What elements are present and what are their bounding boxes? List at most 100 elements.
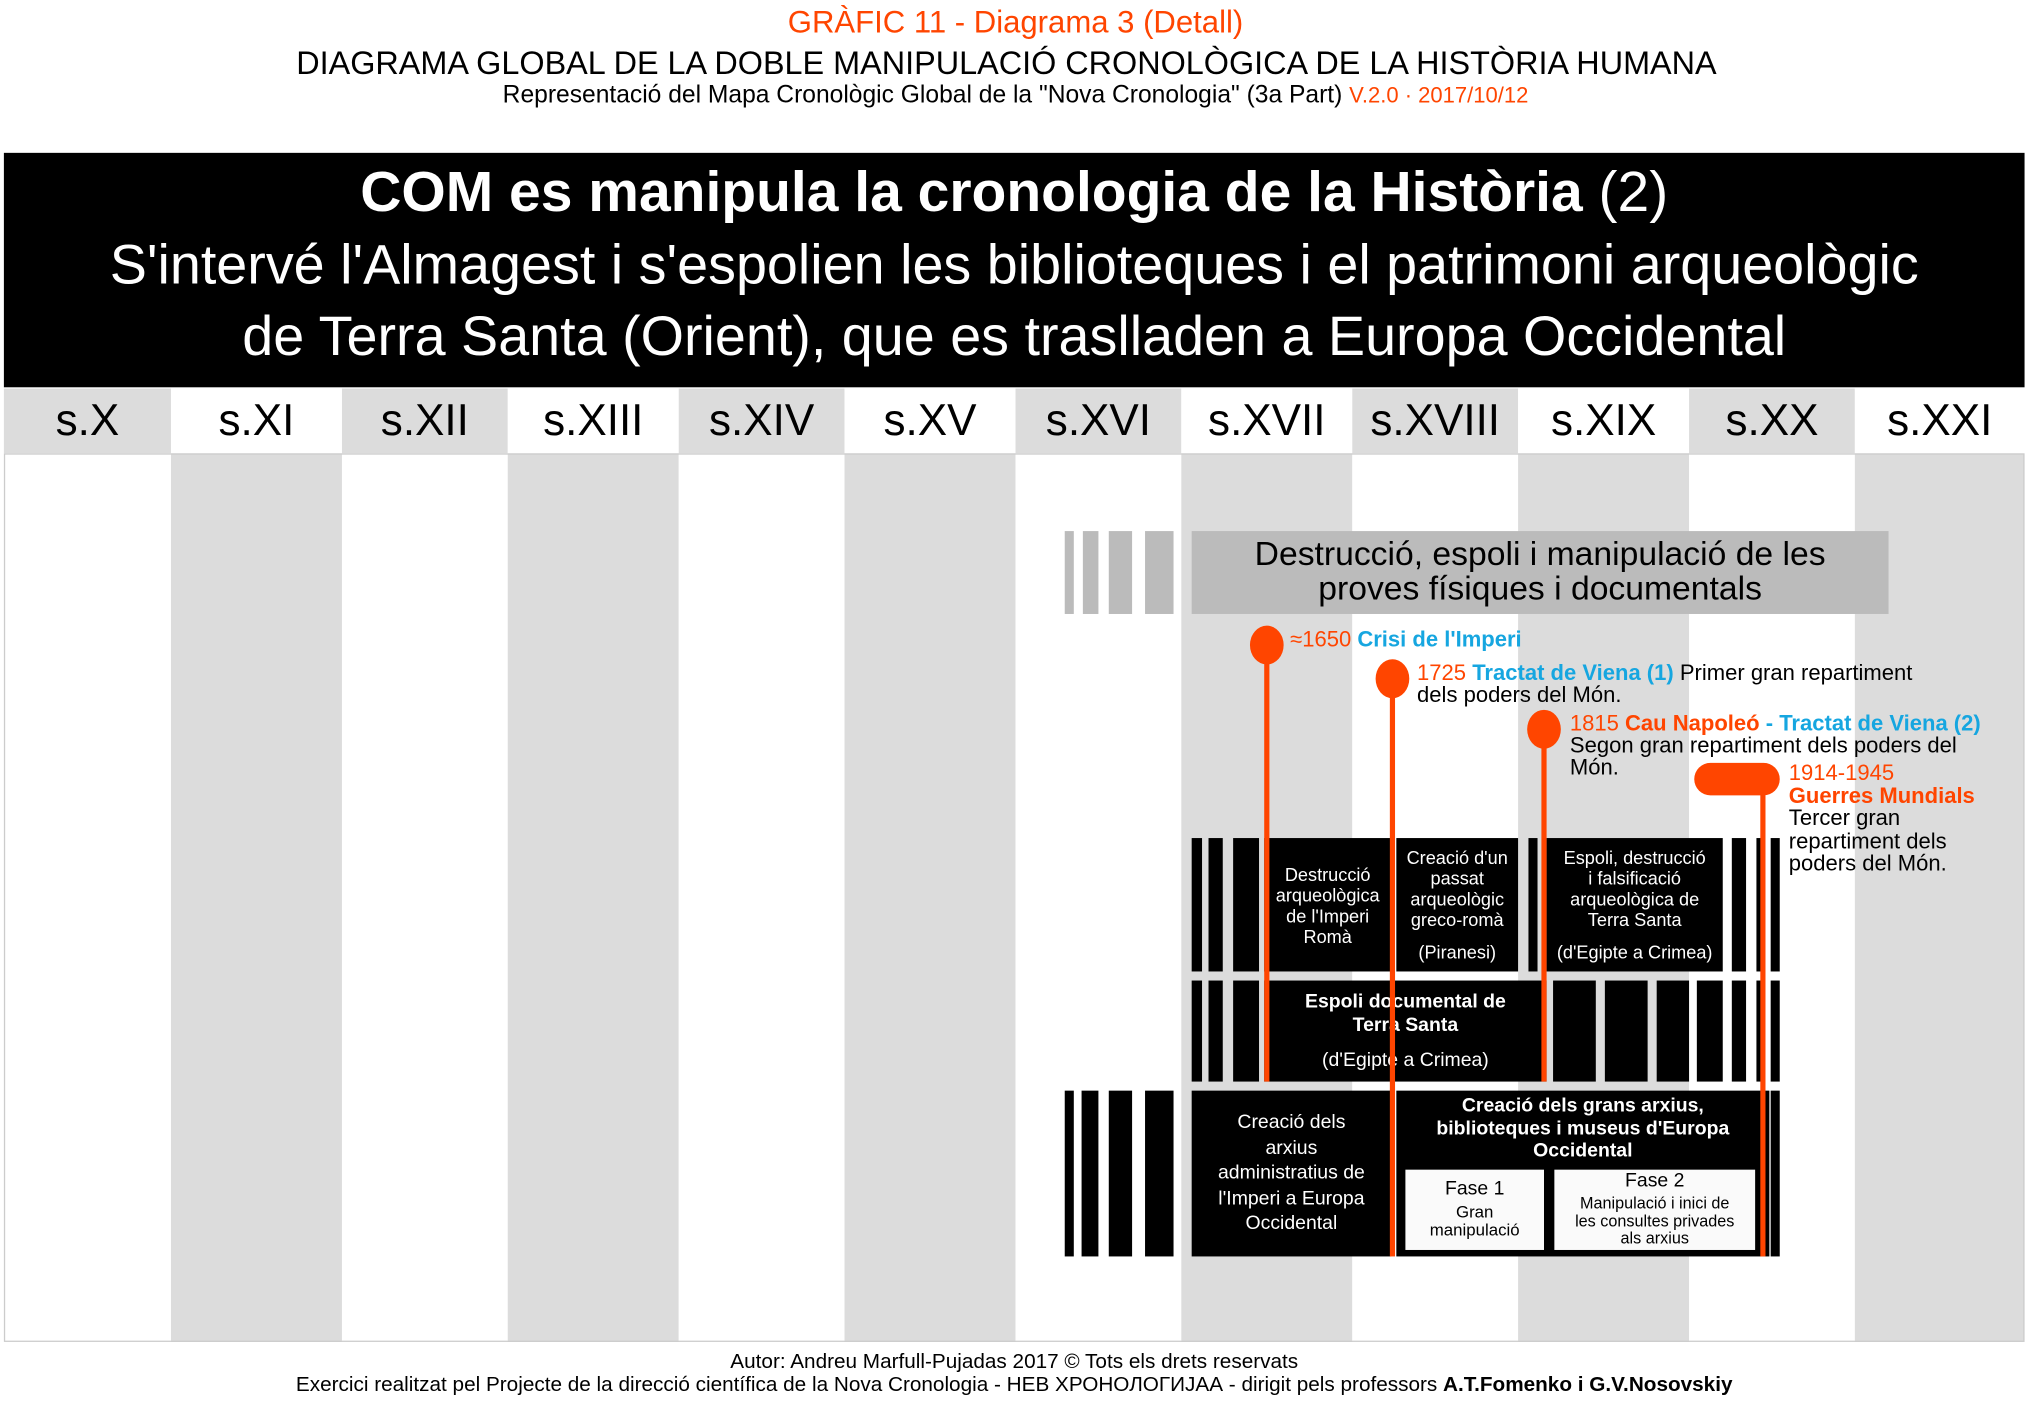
block-destruccio: Destrucció arqueològica de l'Imperi Romà	[1264, 838, 1392, 972]
event-line-1815	[1541, 727, 1547, 1082]
note: (d'Egipte a Crimea)	[1556, 941, 1713, 963]
bar	[1604, 980, 1648, 1082]
event-1650: ≈1650 Crisi de l'Imperi	[1290, 628, 1522, 650]
text: biblioteques i museus d'Europa	[1436, 1117, 1730, 1140]
event-marker-1725	[1375, 659, 1410, 699]
bar	[1528, 838, 1538, 972]
event-line-1725	[1389, 677, 1396, 1257]
bar	[1064, 1090, 1074, 1257]
bar	[1191, 838, 1203, 972]
event-line-1650	[1264, 643, 1270, 1082]
century-header: s.XXI	[1854, 388, 2025, 454]
bar	[1656, 980, 1690, 1082]
footer-author: Autor: Andreu Marfull-Pujadas 2017 © Tot…	[730, 1350, 1299, 1374]
bar	[1108, 1090, 1133, 1257]
event-1725: 1725 Tractat de Viena (1) Primer gran re…	[1417, 662, 1912, 706]
fase-2-box: Fase 2 Manipulació i inici de les consul…	[1554, 1169, 1756, 1250]
text: als arxius	[1620, 1229, 1689, 1248]
graphic-label: GRÀFIC 11 - Diagrama 3 (Detall)	[787, 5, 1244, 41]
century-column	[341, 453, 508, 1342]
century-header: s.XVIII	[1352, 388, 1519, 454]
event-1914-1945: 1914-1945 Guerres Mundials Tercer gran repa…	[1788, 760, 1975, 876]
text: arqueològica	[1275, 884, 1380, 905]
banner: COM es manipula la cronologia de la Hist…	[3, 152, 2025, 388]
event-title: Guerres Mundials	[1788, 783, 1975, 808]
text: Creació dels grans arxius,	[1461, 1094, 1704, 1117]
fase-title: Fase 2	[1625, 1169, 1685, 1192]
banner-number: (2)	[1582, 160, 1669, 225]
text: de l'Imperi	[1286, 904, 1370, 926]
event-marker-1914-1945	[1694, 762, 1780, 796]
subtitle-text: Representació del Mapa Cronològic Global…	[502, 81, 1343, 109]
event-year: 1815	[1569, 711, 1619, 736]
bar	[1731, 980, 1747, 1082]
text: Romà	[1303, 925, 1352, 947]
bar	[1233, 838, 1260, 972]
event-desc: Tercer gran	[1788, 805, 1901, 831]
text: arxius	[1265, 1136, 1318, 1159]
event-desc: Primer gran repartiment	[1679, 660, 1913, 686]
event-desc: dels poders del Món.	[1417, 682, 1622, 708]
block-espoli-documental: Espoli documental de Terra Santa (d'Egipt…	[1264, 980, 1547, 1082]
text: Espoli, destrucció	[1563, 847, 1706, 868]
stripe	[1064, 531, 1074, 614]
bar	[1770, 980, 1780, 1082]
century-header: s.XX	[1689, 388, 1855, 454]
event-title: Crisi de l'Imperi	[1357, 626, 1522, 652]
event-marker-1815	[1527, 709, 1561, 749]
separator: -	[1759, 711, 1780, 736]
diagram-subtitle: Representació del Mapa Cronològic Global…	[0, 82, 2031, 110]
diagram-title: DIAGRAMA GLOBAL DE LA DOBLE MANIPULACIÓ …	[296, 45, 1717, 82]
note: (d'Egipte a Crimea)	[1322, 1048, 1489, 1071]
text: arqueològica de	[1570, 888, 1700, 910]
text: passat	[1430, 867, 1484, 889]
bar	[1770, 1090, 1780, 1257]
text: Destrucció	[1284, 863, 1371, 885]
note: (Piranesi)	[1418, 941, 1497, 963]
credit-text: Exercici realitzat pel Projecte de la di…	[295, 1374, 1444, 1397]
text: Espoli documental de	[1304, 990, 1506, 1013]
bar	[1696, 980, 1723, 1082]
event-year: 1725	[1417, 660, 1467, 686]
event-desc: Món.	[1569, 755, 1619, 780]
century-header: s.XVI	[1015, 388, 1182, 454]
century-header: s.XIV	[678, 388, 845, 454]
bar	[1208, 838, 1223, 972]
text: Creació d'un	[1406, 847, 1508, 868]
century-header: s.XIII	[507, 388, 679, 454]
text: les consultes privades	[1575, 1211, 1735, 1230]
block-creacio-passat: Creació d'un passat arqueològic greco-romà …	[1396, 838, 1519, 972]
event-year: 1914-1945	[1788, 760, 1895, 785]
fase-title: Fase 1	[1444, 1177, 1505, 1200]
event-title: Tractat de Viena (2)	[1779, 711, 1981, 736]
banner-line-2: S'intervé l'Almagest i s'espolien les bi…	[109, 234, 1919, 297]
bar	[1731, 838, 1747, 972]
box-line-1: Destrucció, espoli i manipulació de les	[1254, 533, 1826, 573]
banner-title: COM es manipula la cronologia de la Hist…	[360, 160, 1583, 225]
text: Occidental	[1245, 1212, 1338, 1235]
century-header: s.XIX	[1518, 388, 1690, 454]
bar	[1233, 980, 1260, 1082]
bar	[1756, 980, 1762, 1082]
bar	[1756, 838, 1762, 972]
banner-line-3: de Terra Santa (Orient), que es trasllad…	[242, 305, 1787, 368]
version-label: V.2.0 · 2017/10/12	[1349, 82, 1529, 108]
stripe	[1145, 531, 1174, 614]
bar	[1191, 980, 1203, 1082]
fase-1-box: Fase 1 Gran manipulació	[1405, 1169, 1544, 1250]
century-header: s.XII	[341, 388, 508, 454]
century-column	[507, 453, 679, 1342]
century-column	[844, 453, 1016, 1342]
bar	[1770, 838, 1780, 972]
bar	[1145, 1090, 1174, 1257]
event-line-1914	[1760, 777, 1766, 1257]
footer-credit: Exercici realitzat pel Projecte de la di…	[0, 1374, 2028, 1397]
text: Occidental	[1533, 1139, 1633, 1162]
century-column	[170, 453, 342, 1342]
event-year: ≈1650	[1290, 626, 1352, 652]
text: i falsificació	[1588, 867, 1682, 889]
text: arqueològic	[1410, 888, 1505, 910]
event-desc: poders del Món.	[1788, 851, 1947, 876]
century-column	[678, 453, 845, 1342]
block-espoli-terra: Espoli, destrucció i falsificació arqueolò…	[1546, 838, 1723, 972]
